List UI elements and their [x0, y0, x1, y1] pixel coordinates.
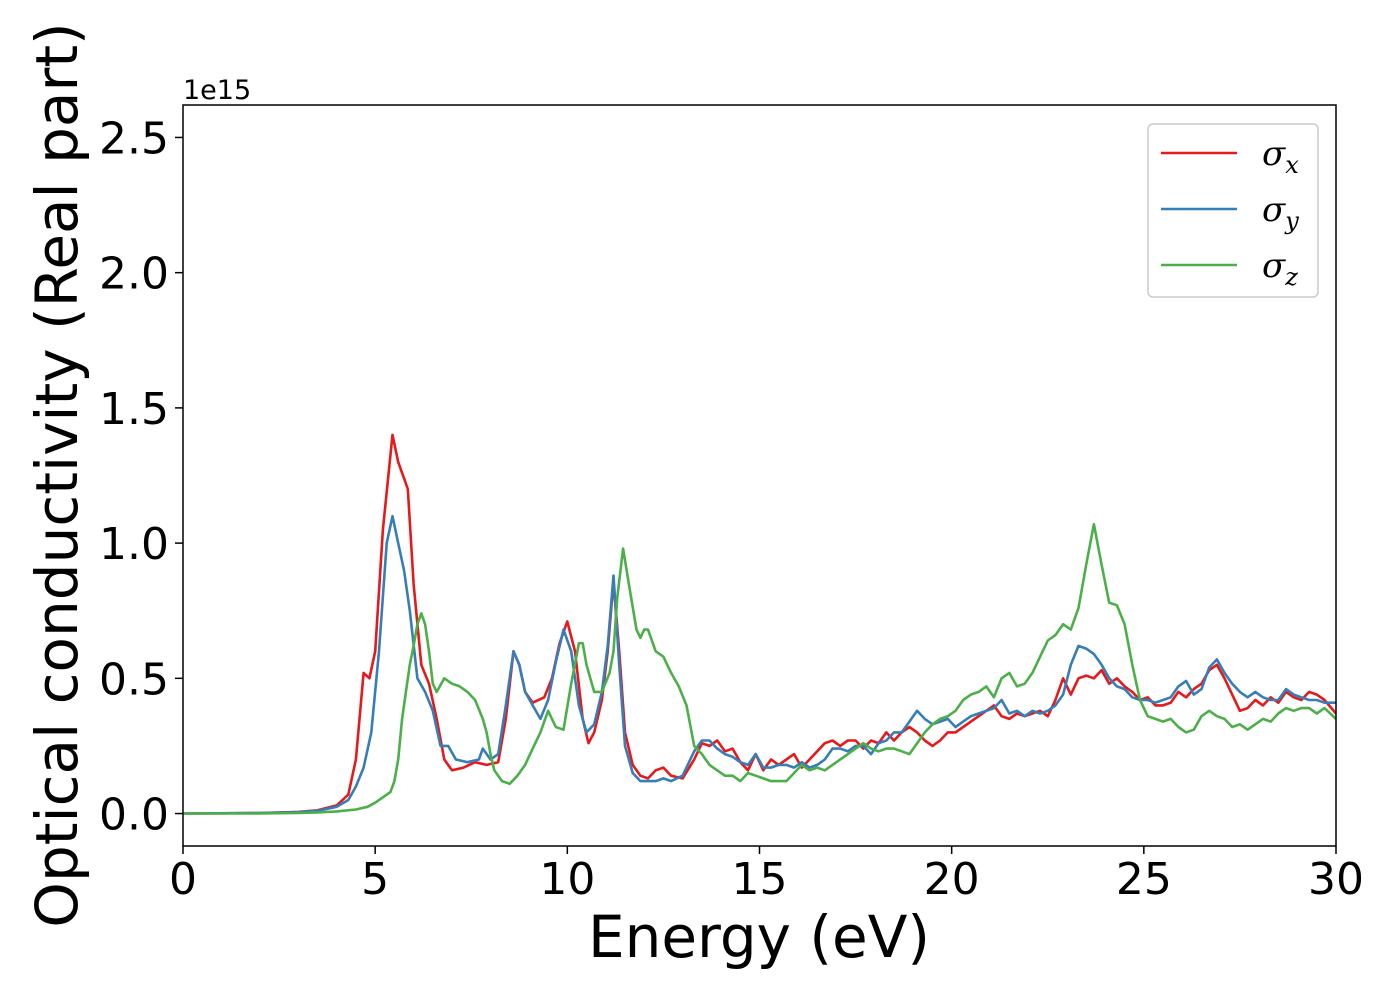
y-axis: 0.0 0.5 1.0 1.5 2.0 2.5 — [99, 113, 183, 841]
x-tick-label: 0 — [169, 854, 197, 905]
legend-label-x: σx — [1262, 134, 1299, 179]
series-line-x — [183, 433, 1336, 815]
y-tick-label: 1.5 — [99, 384, 169, 435]
y-tick-label: 0.0 — [99, 790, 169, 841]
y-tick-label: 1.0 — [99, 519, 169, 570]
legend-box — [1147, 123, 1319, 298]
y-offset-label: 1e15 — [183, 75, 251, 106]
x-tick-label: 20 — [924, 854, 980, 905]
series-line-y — [183, 514, 1336, 815]
y-tick-label: 2.5 — [99, 113, 169, 164]
x-tick-label: 15 — [732, 854, 788, 905]
x-tick-label: 30 — [1308, 854, 1364, 905]
legend-label-z: σz — [1262, 246, 1298, 291]
x-axis-title: Energy (eV) — [588, 903, 930, 971]
y-tick-label: 0.5 — [99, 654, 169, 705]
x-tick-label: 10 — [539, 854, 595, 905]
x-tick-label: 5 — [361, 854, 389, 905]
y-axis-title: Optical conductivity (Real part) — [23, 22, 91, 927]
x-axis: 0 5 10 15 20 25 30 — [169, 846, 1364, 905]
series-line-z — [183, 522, 1336, 815]
legend: σx σy σz — [1147, 123, 1319, 298]
y-tick-label: 2.0 — [99, 249, 169, 300]
legend-label-y: σy — [1262, 190, 1299, 235]
x-tick-label: 25 — [1116, 854, 1172, 905]
